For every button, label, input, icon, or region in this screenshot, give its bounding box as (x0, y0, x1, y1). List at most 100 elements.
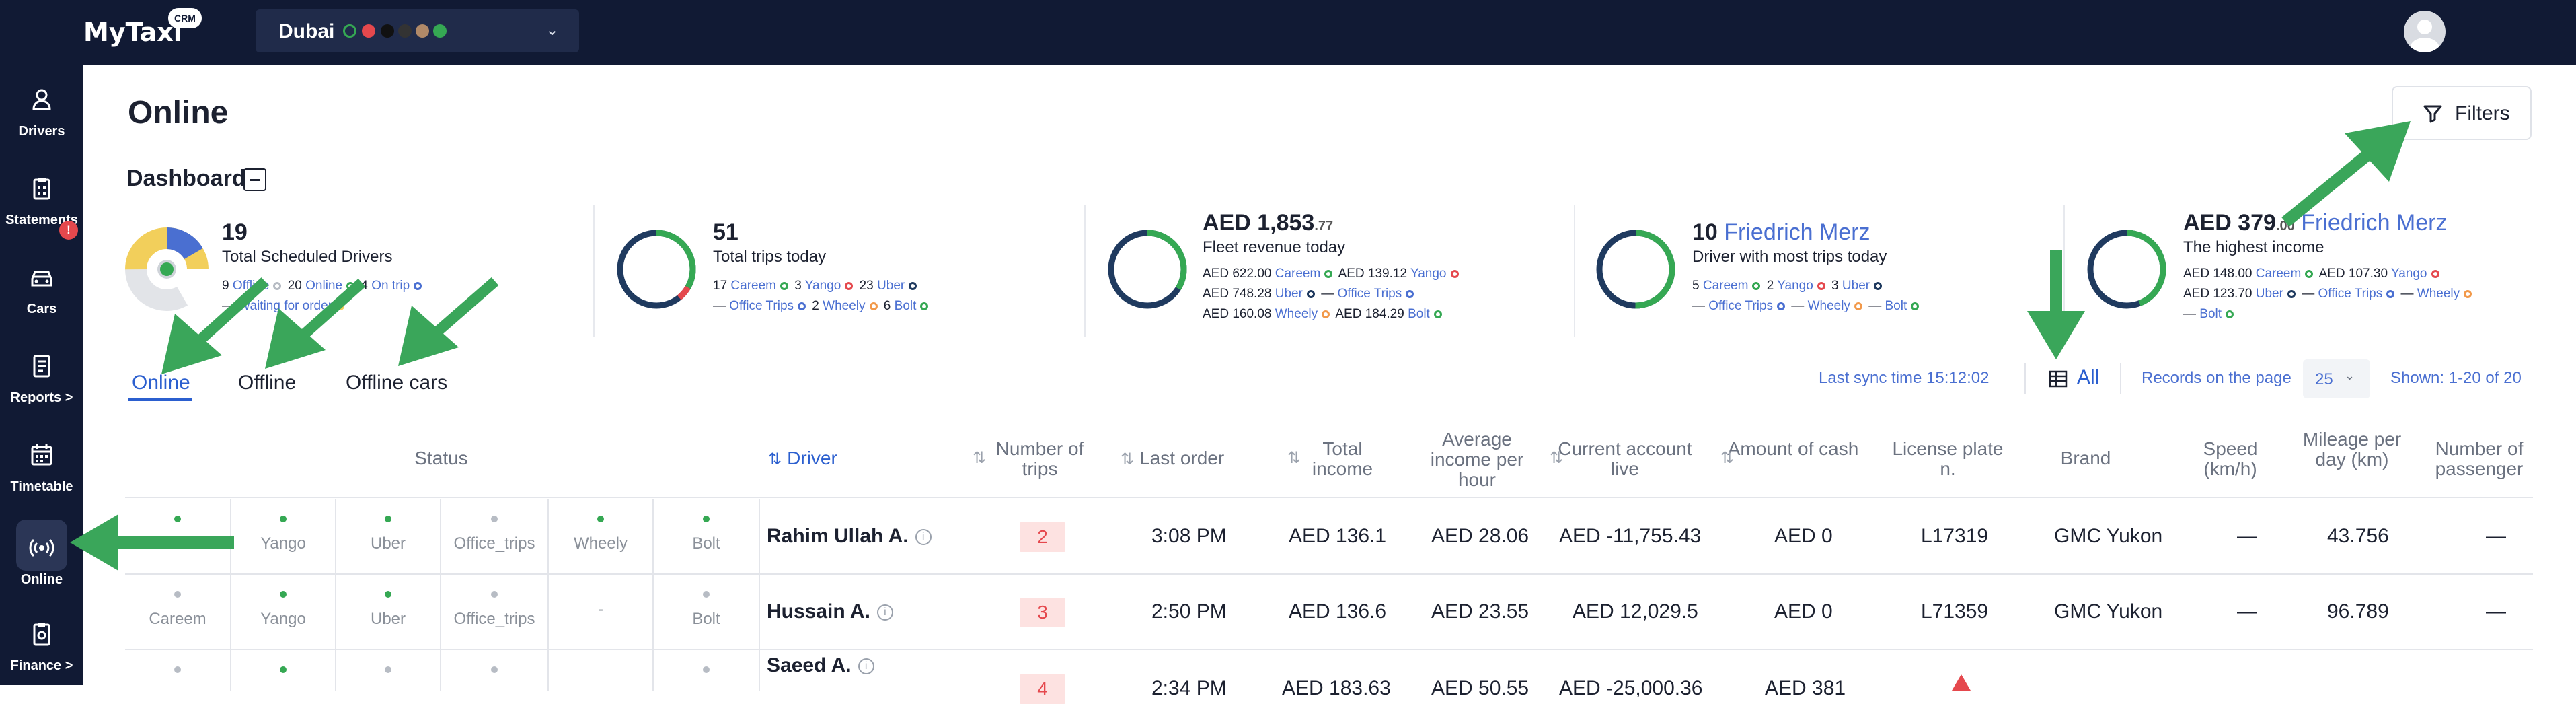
avg-income: AED 23.55 (1431, 600, 1529, 623)
most-trips-card: 10 Friedrich Merz Driver with most trips… (1594, 205, 2051, 337)
records-per-page-value: 25 (2315, 370, 2333, 388)
filters-button[interactable]: Filters (2392, 86, 2532, 140)
notification-badge: ! (59, 221, 78, 240)
toolbar-divider (2024, 363, 2026, 394)
column-last-order[interactable]: ⇅ Last order (1121, 448, 1225, 469)
total-income: AED 136.6 (1289, 600, 1387, 623)
trips-donut-chart (617, 230, 696, 309)
info-icon[interactable]: i (876, 604, 893, 621)
info-icon[interactable]: i (915, 529, 932, 546)
document-icon (33, 355, 50, 378)
sort-icon: ⇅ (1287, 449, 1301, 467)
scheduled-breakdown-row2: — Waiting for order (222, 299, 347, 314)
table-row[interactable]: Careem Yango Uber Office_trips - Bolt Hu… (125, 575, 2533, 650)
warning-icon (1952, 674, 1971, 691)
most-trips-breakdown-row1: 5 Careem 2 Yango 3 Uber (1692, 279, 1885, 293)
user-icon (32, 89, 51, 110)
sidebar-item-statements[interactable]: Statements (0, 171, 83, 245)
column-trips[interactable]: ⇅ Number of trips (973, 438, 1084, 479)
tab-online[interactable]: Online (132, 372, 190, 394)
column-account[interactable]: ⇅ Current account live (1550, 438, 1692, 479)
last-order: 2:34 PM (1151, 677, 1227, 699)
tab-offline[interactable]: Offline (238, 372, 297, 394)
collapse-dashboard-button[interactable] (243, 168, 266, 191)
status-cell-yango: Yango (231, 575, 336, 650)
status-cell-wheely: - (549, 575, 654, 650)
column-total-income[interactable]: ⇅ Total income (1287, 438, 1373, 479)
trips-label: Total trips today (713, 248, 827, 266)
most-trips-value: 10 Friedrich Merz (1692, 219, 1870, 245)
highest-income-value: AED 379.00 Friedrich Merz (2183, 210, 2448, 236)
status-cell-bolt (654, 650, 760, 691)
sidebar-item-label: Timetable (10, 479, 73, 494)
most-trips-label: Driver with most trips today (1692, 248, 1887, 266)
app-logo[interactable]: MyTaxi (83, 17, 182, 47)
status-cell-yango: Yango (231, 499, 336, 575)
sidebar-item-cars[interactable]: Cars (0, 260, 83, 334)
table-icon[interactable] (2049, 370, 2068, 388)
toolbar-divider (2120, 363, 2121, 394)
status-cell-uber: Uber (336, 575, 441, 650)
sidebar-item-timetable[interactable]: Timetable (0, 437, 83, 512)
car-brand: GMC Yukon (2054, 525, 2163, 547)
revenue-value: AED 1,853.77 (1203, 210, 1334, 236)
column-speed: Speed (km/h) (2203, 438, 2258, 479)
careem-provider-icon (343, 24, 356, 38)
account-balance: AED 12,029.5 (1573, 600, 1698, 623)
trips-count-badge: 2 (1020, 522, 1065, 552)
wheely-provider-icon (416, 24, 429, 38)
table-row[interactable]: Careem Yango Uber Office_trips Wheely Bo… (125, 499, 2533, 575)
total-income: AED 183.63 (1282, 677, 1391, 699)
revenue-label: Fleet revenue today (1203, 238, 1346, 256)
sort-icon: ⇅ (1720, 449, 1735, 467)
total-income: AED 136.1 (1289, 525, 1387, 547)
revenue-breakdown-row2: AED 748.28 Uber — Office Trips (1203, 287, 1416, 302)
scheduled-drivers-card: 19 Total Scheduled Drivers 9 Offline 20 … (125, 205, 589, 337)
user-avatar[interactable] (2404, 11, 2446, 52)
status-cell-careem: Careem (125, 575, 231, 650)
sidebar-item-reports[interactable]: Reports > (0, 349, 83, 423)
sidebar-item-label: Online (20, 572, 63, 587)
sidebar-item-finance[interactable]: Finance > (0, 617, 83, 691)
column-passengers: Number of passenger (2435, 438, 2524, 479)
column-cash[interactable]: ⇅ Amount of cash (1720, 438, 1859, 468)
passengers: — (2486, 600, 2506, 623)
cash-amount: AED 381 (1765, 677, 1846, 699)
city-select[interactable]: Dubai ⌄ (256, 9, 579, 52)
revenue-donut-chart (1108, 230, 1187, 309)
sidebar-item-label: Drivers (18, 124, 65, 139)
cash-amount: AED 0 (1774, 525, 1833, 547)
sidebar-item-drivers[interactable]: Drivers (0, 82, 83, 156)
office-provider-icon (433, 24, 447, 38)
cash-amount: AED 0 (1774, 600, 1833, 623)
driver-name[interactable]: Hussain A. i (767, 600, 893, 623)
chevron-down-icon: ⌄ (545, 21, 559, 39)
sidebar-item-online[interactable]: Online (0, 530, 83, 604)
records-per-page-select[interactable]: 25 ⌄ (2303, 359, 2370, 398)
bolt-provider-icon (381, 24, 394, 38)
table-row[interactable]: Saeed A. i 4 2:34 PM AED 183.63 AED 50.55… (125, 650, 2533, 704)
table-header: Status ⇅ Driver ⇅ Number of trips ⇅ Last or… (125, 417, 2533, 498)
chevron-down-icon: ⌄ (2345, 369, 2355, 382)
scheduled-breakdown-row1: 9 Offline 20 Online 4 On trip (222, 279, 424, 293)
column-status: Status (414, 448, 468, 468)
tab-offline-cars[interactable]: Offline cars (346, 372, 448, 394)
view-all-button[interactable]: All (2077, 366, 2100, 388)
driver-name[interactable]: Rahim Ullah A. i (767, 525, 932, 548)
most-trips-donut-chart (1596, 230, 1675, 309)
column-driver[interactable]: ⇅ Driver (768, 448, 837, 469)
sidebar-item-label: Reports > (10, 390, 73, 405)
sort-icon: ⇅ (1121, 450, 1135, 468)
scheduled-value: 19 (222, 219, 248, 245)
revenue-breakdown-row3: AED 160.08 Wheely AED 184.29 Bolt (1203, 307, 1445, 322)
status-cell-wheely (549, 650, 654, 691)
records-per-page-label: Records on the page (2142, 369, 2291, 387)
trips-breakdown-row1: 17 Careem 3 Yango 23 Uber (713, 279, 919, 293)
uber-provider-icon (362, 24, 375, 38)
driver-name[interactable]: Saeed A. i (767, 654, 874, 677)
sort-icon: ⇅ (1550, 449, 1564, 467)
info-icon[interactable]: i (858, 658, 874, 675)
highest-income-breakdown-row2: AED 123.70 Uber — Office Trips — Wheely (2183, 287, 2474, 302)
scheduled-label: Total Scheduled Drivers (222, 248, 393, 266)
column-avg-income: Average income per hour (1430, 429, 1524, 490)
